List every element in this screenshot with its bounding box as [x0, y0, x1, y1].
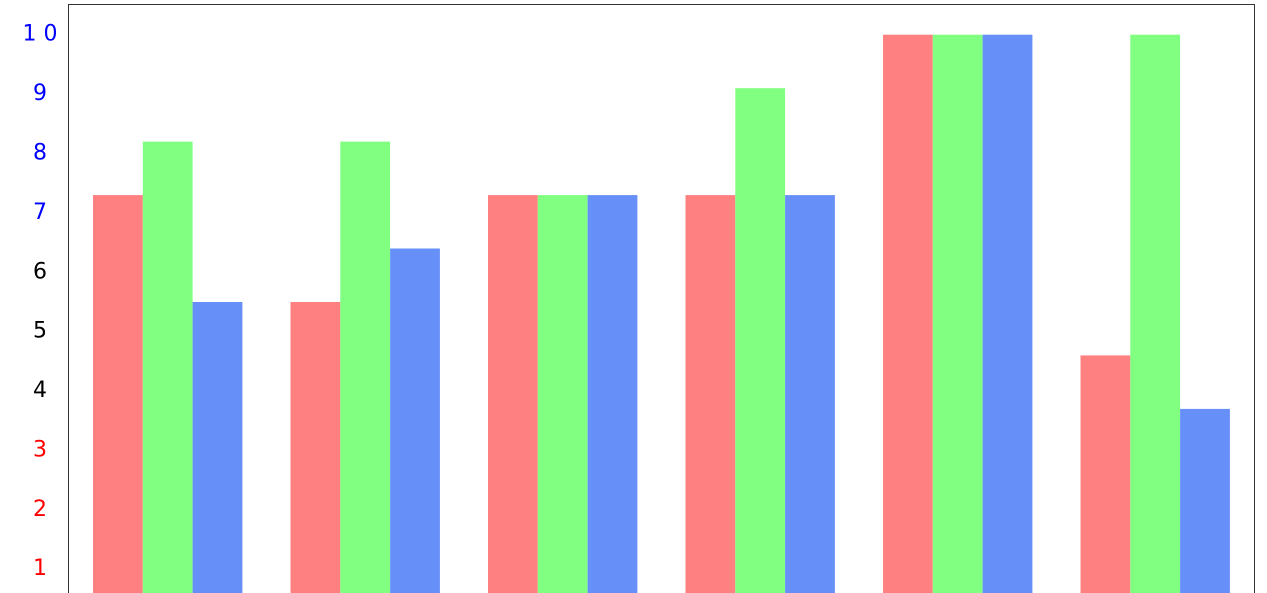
bar-group-2-series-1 [290, 302, 341, 593]
bar-group-6-series-3 [1180, 408, 1230, 593]
y-tick-label: 8 [33, 141, 47, 166]
bar-group-5-series-2 [932, 34, 983, 593]
bar-group-4-series-2 [735, 88, 786, 593]
plot-frame [68, 4, 1255, 593]
y-tick-label: 5 [33, 319, 47, 344]
bar-group-5-series-1 [883, 34, 933, 593]
bar-group-1-series-1 [93, 195, 143, 593]
bar-group-3-series-2 [537, 195, 588, 593]
bars-layer [93, 34, 1230, 593]
y-tick-label: 6 [33, 259, 47, 284]
bar-group-6-series-1 [1080, 355, 1131, 593]
bar-group-1-series-2 [142, 141, 193, 593]
bar-group-4-series-1 [685, 195, 736, 593]
bar-group-3-series-3 [587, 195, 638, 593]
y-tick-label: 2 [33, 497, 47, 522]
bar-group-5-series-3 [982, 34, 1033, 593]
y-tick-label: 7 [33, 200, 47, 225]
bar-group-6-series-2 [1130, 34, 1181, 593]
bar-group-2-series-3 [390, 248, 440, 593]
bar-group-1-series-3 [192, 302, 243, 593]
bar-group-2-series-2 [340, 141, 391, 593]
y-tick-label: 1 0 [23, 22, 58, 47]
y-tick-label: 4 [33, 378, 47, 403]
y-tick-label: 9 [33, 81, 47, 106]
bar-group-4-series-3 [785, 195, 835, 593]
y-tick-label: 3 [33, 438, 47, 463]
y-tick-label: 1 [33, 556, 47, 581]
y-axis-tick-labels: 1 2 3 4 5 6 7 8 9 1 0 [23, 22, 58, 582]
bar-group-3-series-1 [488, 195, 538, 593]
